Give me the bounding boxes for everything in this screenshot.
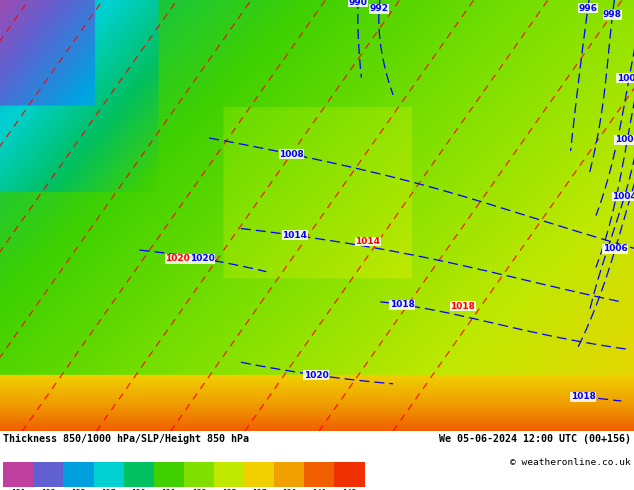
Bar	[3, 462, 33, 487]
Text: 992: 992	[370, 4, 389, 13]
Text: 1020: 1020	[304, 370, 328, 380]
Bar	[244, 462, 274, 487]
Bar	[184, 462, 214, 487]
Text: 996: 996	[578, 4, 597, 13]
Text: 1000: 1000	[617, 74, 634, 83]
Text: 1002: 1002	[615, 135, 634, 145]
Bar	[304, 462, 334, 487]
Text: 1004: 1004	[612, 192, 634, 201]
Text: 1006: 1006	[603, 245, 628, 253]
Text: 1020: 1020	[165, 254, 190, 263]
Text: 1018: 1018	[571, 392, 596, 401]
Text: 1020: 1020	[190, 254, 215, 263]
Text: 1018: 1018	[450, 302, 476, 311]
Text: We 05-06-2024 12:00 UTC (00+156): We 05-06-2024 12:00 UTC (00+156)	[439, 434, 631, 444]
Bar	[274, 462, 304, 487]
Bar	[214, 462, 244, 487]
Bar	[124, 462, 153, 487]
Bar	[33, 462, 63, 487]
Text: 998: 998	[603, 10, 622, 20]
Bar	[335, 462, 365, 487]
Text: 1014: 1014	[355, 237, 380, 246]
Bar	[63, 462, 93, 487]
Text: © weatheronline.co.uk: © weatheronline.co.uk	[510, 458, 631, 466]
Text: 1008: 1008	[279, 149, 304, 159]
Bar	[153, 462, 184, 487]
Text: 990: 990	[349, 0, 368, 7]
Text: 1014: 1014	[282, 231, 307, 240]
Text: Thickness 850/1000 hPa/SLP/Height 850 hPa: Thickness 850/1000 hPa/SLP/Height 850 hP…	[3, 434, 249, 444]
Bar	[94, 462, 124, 487]
Text: 1018: 1018	[390, 300, 415, 309]
